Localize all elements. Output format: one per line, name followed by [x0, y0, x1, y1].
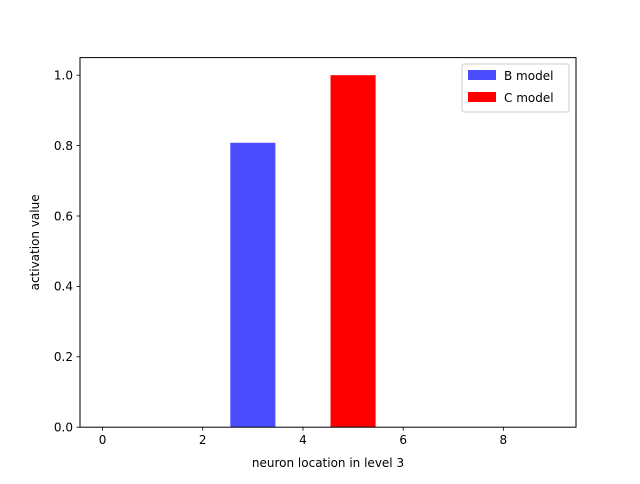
y-tick-label: 0.0 [54, 421, 73, 435]
x-tick-label: 2 [199, 433, 207, 447]
y-tick-label: 0.8 [54, 139, 73, 153]
legend-label: B model [504, 69, 553, 83]
legend-label: C model [504, 91, 554, 105]
y-axis-label: activation value [28, 194, 42, 290]
axes-frame [79, 57, 577, 428]
y-tick-label: 0.2 [54, 350, 73, 364]
x-tick-label: 6 [399, 433, 407, 447]
legend-swatch [468, 70, 496, 80]
y-tick-label: 1.0 [54, 69, 73, 83]
y-ticks-group: 0.0 0.2 0.4 0.6 0.8 1.0 [54, 69, 80, 435]
y-tick-label: 0.4 [54, 280, 73, 294]
bar-series0-x3 [230, 142, 276, 428]
x-tick-label: 4 [299, 433, 307, 447]
legend-swatch [468, 92, 496, 102]
x-tick-label: 0 [99, 433, 107, 447]
y-tick-label: 0.6 [54, 209, 73, 223]
bars-group [230, 75, 376, 428]
x-tick-label: 8 [500, 433, 508, 447]
legend: B model C model [461, 63, 570, 113]
x-ticks-group: 0 2 4 6 8 [99, 427, 507, 447]
x-axis-label: neuron location in level 3 [252, 456, 404, 470]
bar-series1-x5 [330, 75, 376, 428]
